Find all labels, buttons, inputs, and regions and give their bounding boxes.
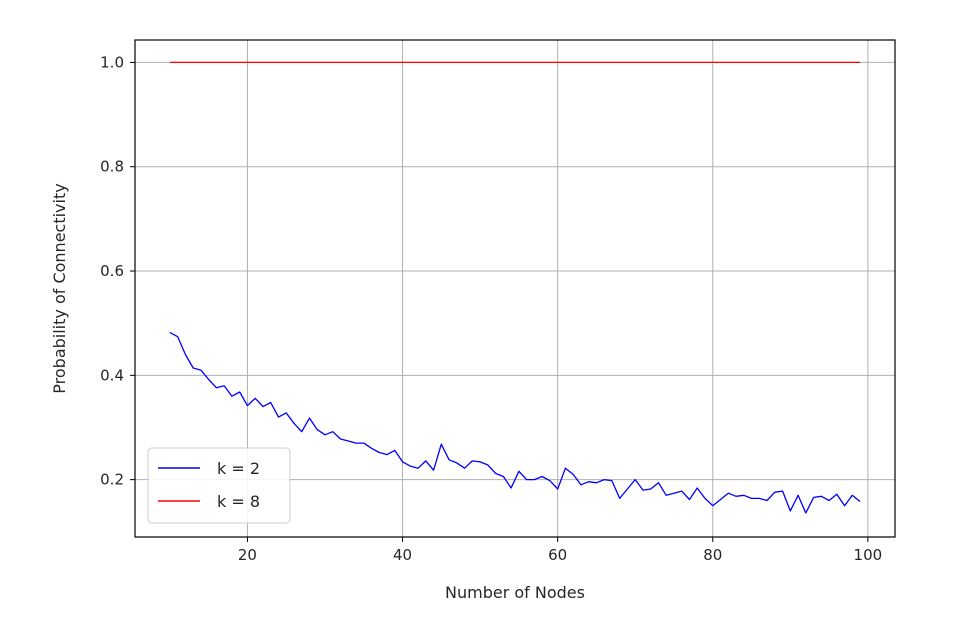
y-tick-label: 1.0 [100,53,124,71]
legend-label-2: k = 8 [217,492,260,511]
legend-label-1: k = 2 [217,459,260,478]
x-tick-label: 100 [854,546,883,564]
x-axis-title: Number of Nodes [445,583,585,602]
series-line-1 [169,332,861,514]
y-axis-title: Probability of Connectivity [50,183,69,393]
axis-ticks: 20 40 60 80 100 0.2 0.4 0.6 0.8 1.0 [100,53,882,564]
legend-box [147,447,291,524]
x-tick-label: 60 [548,546,567,564]
legend: k = 2 k = 8 [147,447,291,524]
series-layer [169,61,861,514]
y-tick-label: 0.6 [100,262,124,280]
y-tick-label: 0.2 [100,471,124,489]
x-tick-label: 40 [393,546,412,564]
x-tick-label: 80 [703,546,722,564]
x-tick-label: 20 [238,546,257,564]
y-tick-label: 0.4 [100,366,124,384]
y-tick-label: 0.8 [100,158,124,176]
plot-frame [134,39,896,538]
